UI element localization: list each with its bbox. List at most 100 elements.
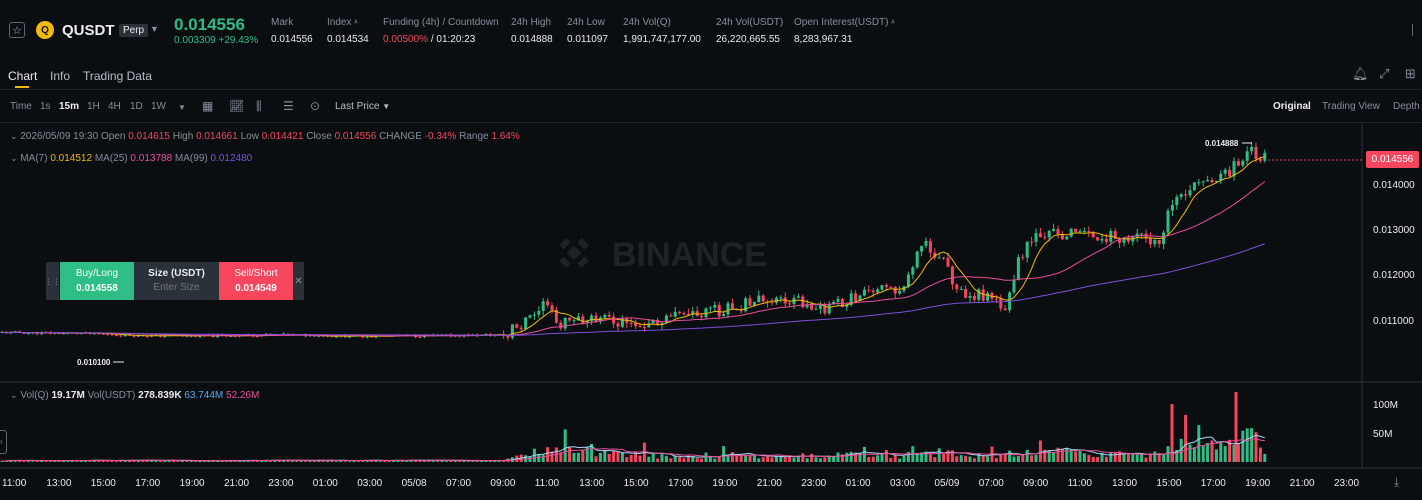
candlestick-chart[interactable]: BINANCE 0.014000 0.013000 0.012000 0.011…	[0, 124, 1422, 500]
volume-bar	[678, 456, 682, 462]
volume-bar	[1236, 443, 1240, 462]
candle-body	[1021, 257, 1025, 259]
candle-body	[805, 304, 809, 308]
expand-icon[interactable]: ⤢	[1379, 66, 1390, 81]
scale-reset-icon[interactable]: ⤓	[1394, 475, 1400, 489]
tabs-divider	[0, 89, 1422, 90]
close-icon[interactable]: ✕	[293, 262, 304, 300]
high-marker-label: 0.014888	[1205, 139, 1239, 148]
volume-bar	[361, 460, 365, 462]
symbol-dropdown-chevron-icon[interactable]: ▼	[150, 24, 159, 34]
price-source-select[interactable]: Last Price ▼	[335, 101, 391, 112]
time-axis-label: 23:00	[1334, 478, 1359, 489]
interval-more-chevron-icon[interactable]: ▼	[178, 103, 186, 112]
buy-long-button[interactable]: Buy/Long 0.014558	[60, 262, 134, 300]
volume-bar	[928, 453, 932, 462]
interval-4h[interactable]: 4H	[108, 101, 121, 112]
volume-bar	[1197, 425, 1201, 462]
candle-body	[1228, 169, 1232, 177]
candle-body	[1170, 205, 1174, 211]
volume-bar	[268, 460, 272, 462]
interval-1d[interactable]: 1D	[130, 101, 143, 112]
volume-bar	[444, 460, 448, 462]
volume-bar	[101, 460, 105, 462]
ma-legend[interactable]: ⌄ MA(7) 0.014512 MA(25) 0.013788 MA(99) …	[10, 153, 253, 164]
ticker-header: ☆ Q QUSDT Perp ▼ 0.014556 0.003309 +29.4…	[0, 0, 1422, 62]
volume-bar	[40, 460, 44, 462]
tab-chart[interactable]: Chart	[8, 69, 38, 83]
candle-body	[981, 289, 985, 301]
volume-bar	[484, 460, 488, 462]
volume-bar	[708, 457, 712, 462]
volume-bar	[207, 460, 211, 462]
candle-body	[1188, 190, 1192, 196]
volume-bar	[84, 460, 88, 462]
interval-time[interactable]: Time	[10, 101, 32, 112]
settings-sliders-icon[interactable]: ☰	[283, 99, 294, 113]
volume-bar	[805, 458, 809, 462]
calendar-icon[interactable]: ▦	[202, 99, 214, 113]
last-price: 0.014556	[174, 15, 245, 34]
volume-bar	[1223, 446, 1227, 462]
indicator-chart-icon[interactable]: 📈︎	[229, 99, 245, 113]
interval-15m[interactable]: 15m	[59, 101, 80, 112]
volume-bar	[770, 457, 774, 462]
volume-bar	[867, 456, 871, 462]
time-axis-label: 23:00	[801, 478, 826, 489]
volume-bar	[603, 450, 607, 462]
volume-bar	[436, 460, 440, 462]
candle-body	[889, 286, 893, 288]
volume-bar	[224, 460, 228, 462]
volume-bar	[972, 458, 976, 462]
stat-index-label[interactable]: Index ᴬ	[327, 17, 358, 28]
candle-body	[132, 335, 136, 337]
favorite-star-icon[interactable]: ☆	[9, 22, 25, 38]
volume-bar	[788, 456, 792, 462]
volume-bar	[739, 454, 743, 462]
volume-bar	[0, 461, 4, 462]
time-axis-label: 01:00	[313, 478, 338, 489]
time-axis-label: 13:00	[46, 478, 71, 489]
panel-collapse-handle[interactable]: ›	[0, 430, 7, 454]
volume-bar	[955, 456, 959, 462]
view-trading-view[interactable]: Trading View	[1322, 101, 1380, 112]
volume-bar	[1008, 450, 1012, 462]
candle-body	[546, 301, 550, 306]
symbol-name[interactable]: QUSDT	[62, 22, 115, 39]
tab-info[interactable]: Info	[50, 69, 71, 83]
tab-trading-data[interactable]: Trading Data	[83, 69, 152, 83]
bell-icon[interactable]: 🔔︎	[1352, 66, 1369, 81]
volume-bar	[871, 456, 875, 462]
grid-layout-icon[interactable]: ⊞	[1405, 66, 1416, 81]
volume-bar	[1038, 440, 1042, 462]
candle-type-icon[interactable]: ⫼	[256, 99, 262, 113]
volume-bar	[1188, 444, 1192, 462]
candle-body	[625, 318, 629, 323]
stat-open-interest-label[interactable]: Open Interest(USDT) ᴬ	[794, 17, 895, 28]
time-axis-label: 03:00	[890, 478, 915, 489]
sell-short-button[interactable]: Sell/Short 0.014549	[219, 262, 293, 300]
view-original[interactable]: Original	[1273, 101, 1311, 112]
volume-bar	[660, 454, 664, 462]
interval-1h[interactable]: 1H	[87, 101, 100, 112]
candle-body	[594, 315, 598, 322]
volume-bar	[585, 446, 589, 462]
volume-bar	[528, 456, 532, 462]
volume-bar	[827, 455, 831, 462]
time-axis-label: 13:00	[579, 478, 604, 489]
size-input[interactable]	[139, 281, 214, 294]
candle-body	[673, 311, 677, 317]
depth-target-icon[interactable]: ⊙	[310, 99, 321, 113]
interval-1w[interactable]: 1W	[151, 101, 166, 112]
candle-body	[717, 304, 721, 317]
candle-body	[106, 334, 110, 336]
candle-body	[1232, 161, 1236, 177]
volume-bar	[691, 456, 695, 462]
price-axis-label: 0.013000	[1373, 225, 1415, 236]
interval-1s[interactable]: 1s	[40, 101, 51, 112]
volume-legend[interactable]: ⌄ Vol(Q) 19.17M Vol(USDT) 278.839K 63.74…	[10, 390, 260, 401]
view-depth[interactable]: Depth	[1393, 101, 1420, 112]
volume-bar	[1131, 454, 1135, 462]
drag-handle-icon[interactable]: ⋮⋮	[45, 262, 61, 300]
volume-bar	[1021, 454, 1025, 462]
